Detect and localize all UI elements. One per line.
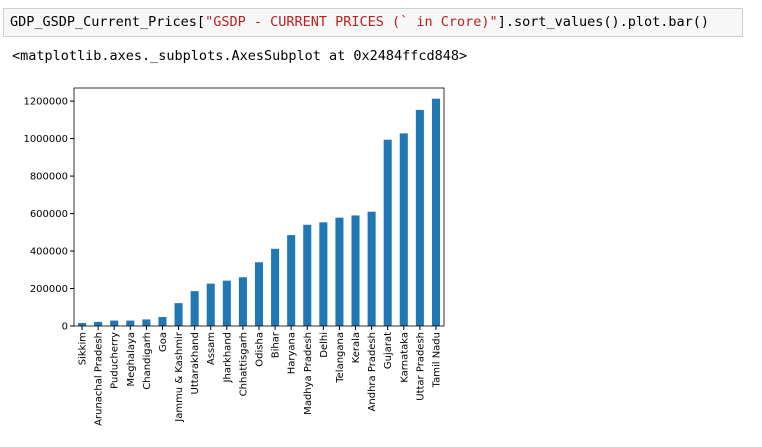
bar	[351, 215, 360, 326]
x-tick-label: Delhi	[319, 332, 330, 358]
bar	[142, 319, 151, 326]
bar	[126, 320, 135, 326]
y-tick-label: 800000	[30, 172, 68, 183]
y-tick-label: 400000	[30, 247, 68, 258]
bar	[190, 291, 199, 326]
x-tick-label: Haryana	[287, 332, 298, 374]
code-cell[interactable]: GDP_GSDP_Current_Prices["GSDP - CURRENT …	[3, 8, 743, 37]
y-tick-label: 1000000	[23, 134, 68, 145]
x-tick-label: Andhra Pradesh	[367, 332, 378, 411]
code: GDP_GSDP_Current_Prices[	[10, 14, 206, 30]
x-tick-label: Karnataka	[399, 332, 410, 383]
bar	[415, 109, 424, 326]
bar	[94, 321, 103, 326]
x-tick-label: Jharkhand	[222, 332, 233, 383]
x-tick-label: Puducherry	[110, 332, 121, 389]
bar	[303, 224, 312, 326]
bar	[206, 283, 215, 326]
x-tick-label: Sikkim	[78, 332, 89, 365]
x-tick-label: Arunachal Pradesh	[94, 332, 105, 426]
bar	[367, 211, 376, 326]
bar	[399, 133, 408, 326]
bar	[254, 262, 264, 326]
y-tick-label: 1200000	[23, 97, 68, 108]
bar	[271, 248, 280, 326]
x-tick-label: Madhya Pradesh	[303, 332, 314, 415]
x-tick-label: Assam	[206, 332, 217, 365]
x-tick-label: Odisha	[255, 332, 266, 367]
bar	[431, 98, 440, 327]
x-tick-label: Gujarat	[383, 332, 394, 369]
x-tick-label: Jammu & Kashmir	[174, 331, 185, 423]
code-string: "GSDP - CURRENT PRICES (` in Crore)"	[205, 14, 498, 30]
bar	[110, 320, 119, 326]
y-tick-label: 600000	[30, 209, 68, 220]
bar	[287, 235, 296, 326]
code: ].sort_values().plot.bar()	[497, 14, 710, 30]
bar	[78, 323, 87, 326]
x-tick-label: Kerala	[351, 332, 362, 363]
x-tick-label: Goa	[158, 332, 169, 352]
output-text: <matplotlib.axes._subplots.AxesSubplot a…	[12, 48, 468, 64]
bar	[158, 317, 167, 326]
axes-frame	[73, 87, 445, 327]
bar	[174, 303, 183, 326]
y-tick-label: 200000	[30, 284, 68, 295]
bar	[319, 222, 328, 326]
x-tick-label: Uttarakhand	[190, 332, 201, 394]
x-tick-label: Tamil Nadu	[431, 332, 442, 388]
x-tick-label: Chhattisgarh	[238, 332, 249, 396]
bar	[335, 217, 344, 326]
y-tick-label: 0	[62, 322, 68, 333]
x-tick-label: Uttar Pradesh	[415, 332, 426, 401]
bar	[238, 277, 247, 326]
x-tick-label: Bihar	[271, 331, 282, 358]
bar	[222, 280, 231, 326]
x-tick-label: Chandigarh	[142, 332, 153, 390]
x-tick-label: Telangana	[335, 332, 346, 384]
bar	[383, 139, 392, 326]
x-tick-label: Meghalaya	[126, 332, 137, 387]
